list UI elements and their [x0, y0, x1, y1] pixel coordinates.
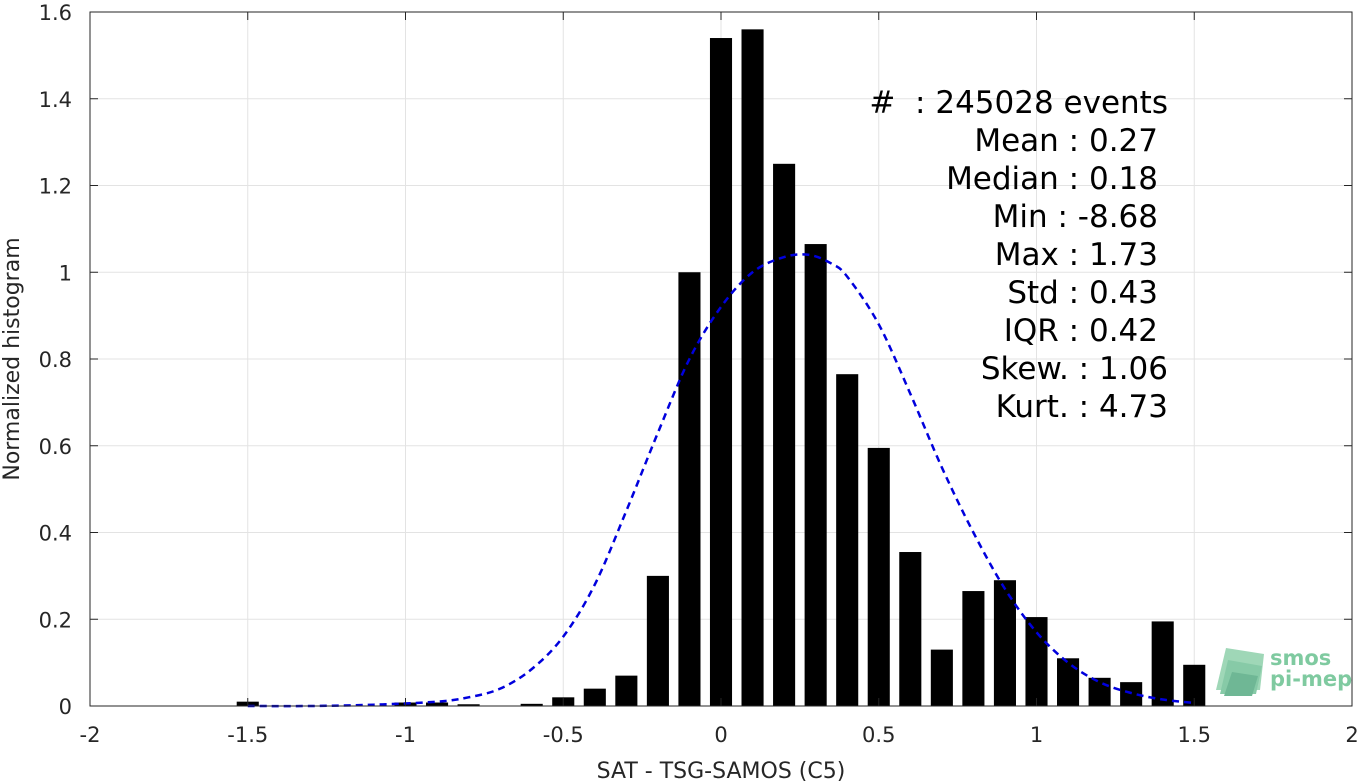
histogram-bar: [426, 702, 449, 706]
histogram-bar: [804, 244, 827, 706]
histogram-bar: [583, 688, 606, 706]
stat-median: Median : 0.18: [946, 161, 1158, 197]
y-tick-label: 0: [59, 695, 72, 719]
stat-max: Max : 1.73: [995, 237, 1158, 273]
histogram-bar: [899, 552, 922, 706]
histogram-bar: [615, 675, 638, 706]
x-tick-label: 0: [714, 723, 727, 747]
x-tick-label: -0.5: [543, 723, 584, 747]
histogram-bar: [930, 649, 953, 706]
x-tick-label: 1.5: [1178, 723, 1211, 747]
stat-iqr: IQR : 0.42: [1004, 313, 1158, 349]
histogram-bar: [1088, 677, 1111, 706]
histogram-bar: [836, 374, 859, 706]
histogram-bar: [1057, 658, 1080, 706]
stat-std: Std : 0.43: [1007, 275, 1158, 311]
stat-events: # : 245028 events: [869, 85, 1168, 121]
histogram-bar: [457, 704, 480, 706]
histogram-bar: [520, 703, 543, 706]
y-tick-label: 0.4: [39, 522, 72, 546]
histogram-bar: [646, 575, 669, 706]
smos-pi-mep-logo: smos pi-mep: [1216, 646, 1352, 696]
histogram-bar: [741, 29, 764, 707]
x-tick-labels: -2 -1.5 -1 -0.5 0 0.5 1 1.5 2: [80, 723, 1359, 747]
logo-text-smos: smos: [1270, 646, 1331, 670]
histogram-bar: [1025, 617, 1048, 706]
y-tick-label: 0.8: [39, 348, 72, 372]
x-tick-label: 2: [1345, 723, 1358, 747]
x-axis-label: SAT - TSG-SAMOS (C5): [597, 759, 846, 784]
y-axis-label: Normalized histogram: [0, 237, 25, 480]
stat-kurt: Kurt. : 4.73: [996, 389, 1168, 425]
histogram-bar: [1151, 621, 1174, 706]
y-tick-label: 1.6: [39, 1, 72, 25]
y-tick-label: 1: [59, 261, 72, 285]
stats-box: # : 245028 events Mean : 0.27 Median : 0…: [869, 85, 1168, 425]
histogram-bar: [993, 580, 1016, 706]
histogram-bar: [1183, 664, 1206, 706]
histogram-bar: [867, 447, 890, 706]
gaussian-fit-curve: [247, 253, 1195, 708]
histogram-bar: [678, 272, 701, 706]
stat-min: Min : -8.68: [993, 199, 1158, 235]
histogram-bar: [773, 163, 796, 706]
histogram-bar: [709, 38, 733, 706]
stat-mean: Mean : 0.27: [974, 123, 1158, 159]
y-tick-labels: 0 0.2 0.4 0.6 0.8 1 1.2 1.4 1.6: [39, 1, 72, 719]
y-tick-label: 0.2: [39, 608, 72, 632]
y-tick-label: 1.2: [39, 175, 72, 199]
logo-waves-icon: [1216, 648, 1264, 696]
stat-skew: Skew. : 1.06: [981, 351, 1168, 387]
x-tick-label: -2: [80, 723, 101, 747]
y-tick-label: 1.4: [39, 88, 72, 112]
axis-ticks: [89, 11, 1353, 707]
x-tick-label: 1: [1030, 723, 1043, 747]
x-tick-label: 0.5: [862, 723, 895, 747]
x-tick-label: -1: [395, 723, 416, 747]
x-tick-label: -1.5: [227, 723, 268, 747]
histogram-bar: [962, 591, 985, 706]
y-tick-label: 0.6: [39, 435, 72, 459]
logo-text-pi-mep: pi-mep: [1270, 667, 1352, 691]
